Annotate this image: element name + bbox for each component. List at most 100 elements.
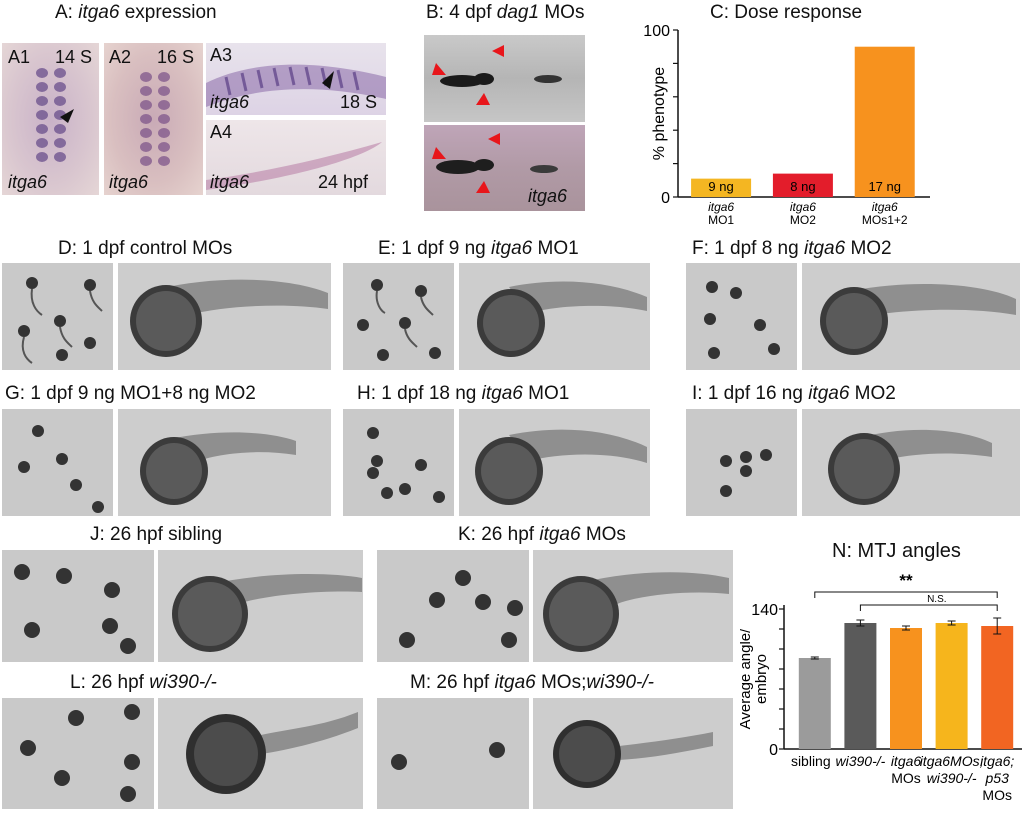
panel-l-embryo-image: [158, 698, 363, 809]
panel-d-title: D: 1 dpf control MOs: [58, 238, 233, 259]
c-bar-label: 17 ng: [868, 179, 901, 194]
c-x-tick-label: MO2: [790, 213, 816, 227]
m-embryo-drawing: [553, 720, 713, 788]
panel-a4-image: [206, 120, 386, 195]
c-y-tick-label: 0: [661, 190, 670, 207]
n-x-tick-label: MOs: [982, 787, 1012, 803]
n-x-tick-label: p53: [985, 770, 1010, 786]
h-overview-drawing: [367, 427, 445, 503]
d-overview-drawing: [18, 277, 103, 364]
a2-somites-drawing: [140, 72, 170, 166]
n-bar: [981, 626, 1014, 749]
panel-j-title: J: 26 hpf sibling: [90, 524, 223, 545]
panel-i-embryo-image: [802, 409, 1020, 516]
panel-l-title: L: 26 hpf wi390-/-: [70, 672, 217, 693]
d-embryo-drawing: [130, 279, 328, 357]
n-x-tick-label: wi390-/-: [927, 770, 977, 786]
b-arrowhead: [476, 93, 490, 105]
panel-f-overview-image: [686, 263, 797, 370]
panel-l-overview-image: [2, 698, 154, 809]
b-arrowhead: [492, 45, 504, 57]
a4-stage: 24 hpf: [318, 172, 369, 192]
n-x-tick-label: MOs: [891, 770, 921, 786]
c-bar: [772, 173, 833, 197]
f-embryo-drawing: [820, 284, 1016, 355]
a3-gene: itga6: [210, 92, 250, 112]
panel-b-bottom-image: [424, 125, 585, 211]
a1-id: A1: [8, 47, 31, 67]
a4-embryo-drawing: [206, 142, 382, 190]
a1-stage: 14 S: [55, 47, 93, 67]
n-ns-label: N.S.: [927, 594, 946, 605]
panel-b-top-image: [424, 35, 585, 122]
panel-m-overview-image: [377, 698, 529, 809]
panel-e-embryo-image: [459, 263, 650, 370]
a3-embryo-drawing: [206, 64, 386, 107]
panel-a-title: A: itga6 expression: [55, 2, 217, 23]
panel-e-overview-image: [343, 263, 454, 370]
b-arrowhead: [476, 181, 490, 193]
panel-g-overview-image: [2, 409, 113, 516]
panel-k-title: K: 26 hpf itga6 MOs: [458, 524, 626, 545]
panel-h-title: H: 1 dpf 18 ng itga6 MO1: [357, 383, 570, 404]
panel-b-title: B: 4 dpf dag1 MOs: [426, 2, 585, 23]
panel-g-title: G: 1 dpf 9 ng MO1+8 ng MO2: [5, 383, 256, 404]
m-overview-drawing: [391, 742, 505, 770]
c-y-tick-label: 100: [643, 25, 670, 40]
n-y-axis-label: Average angle/: [740, 628, 754, 729]
n-bar: [798, 658, 831, 749]
n-significance-label: **: [899, 571, 913, 590]
panel-k-overview-image: [377, 550, 529, 662]
c-bar-label: 8 ng: [790, 179, 815, 194]
panel-f-title: F: 1 dpf 8 ng itga6 MO2: [692, 238, 892, 259]
panel-n-title: N: MTJ angles: [832, 540, 961, 562]
n-bar: [890, 628, 922, 749]
a2-id: A2: [109, 47, 132, 67]
g-overview-drawing: [18, 425, 104, 513]
c-x-tick-label: MOs1+2: [862, 213, 908, 227]
b-top-drawing: [432, 45, 562, 105]
a3-arrowhead: [322, 71, 334, 89]
c-bar: [691, 178, 752, 197]
b-arrowhead: [488, 133, 500, 145]
panel-j-overview-image: [2, 550, 154, 662]
k-embryo-drawing: [543, 572, 729, 652]
a1-gene: itga6: [8, 172, 48, 192]
n-x-tick-label: itga6;: [980, 753, 1014, 769]
c-bar-label: 9 ng: [708, 179, 733, 194]
n-y-tick-label: 0: [769, 742, 778, 759]
panel-h-embryo-image: [459, 409, 650, 516]
panel-h-overview-image: [343, 409, 454, 516]
n-x-tick-label: itga6: [891, 753, 922, 769]
a3-id: A3: [210, 45, 233, 65]
a4-gene: itga6: [210, 172, 250, 192]
c-bar: [854, 46, 915, 198]
panel-d-embryo-image: [118, 263, 331, 370]
panel-m-embryo-image: [533, 698, 733, 809]
f-overview-drawing: [704, 281, 780, 359]
a2-stage: 16 S: [157, 47, 195, 67]
a3-stage: 18 S: [340, 92, 378, 112]
n-bar: [844, 623, 877, 749]
g-embryo-drawing: [140, 432, 296, 505]
b-arrowhead: [432, 147, 446, 159]
panel-a3-image: [206, 43, 386, 115]
c-x-tick-label: itga6: [872, 200, 898, 214]
e-embryo-drawing: [477, 281, 647, 357]
a1-somites-drawing: [36, 68, 74, 162]
panel-c-title: C: Dose response: [710, 2, 863, 23]
panel-a2-image: [104, 43, 203, 195]
c-x-tick-label: itga6: [708, 200, 734, 214]
panel-d-overview-image: [2, 263, 113, 370]
b-bottom-drawing: [432, 133, 558, 193]
panel-e-title: E: 1 dpf 9 ng itga6 MO1: [378, 238, 579, 259]
panel-m-title: M: 26 hpf itga6 MOs;wi390-/-: [410, 672, 654, 693]
n-bar: [935, 623, 968, 749]
n-y-axis-label: embryo: [753, 654, 770, 704]
c-x-tick-label: MO1: [708, 213, 734, 227]
panel-g-embryo-image: [118, 409, 331, 516]
i-overview-drawing: [720, 449, 772, 497]
i-embryo-drawing: [828, 429, 992, 505]
